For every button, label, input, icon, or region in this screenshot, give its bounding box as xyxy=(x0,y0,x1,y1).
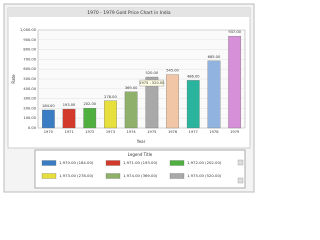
value-label: 937.00 xyxy=(228,30,241,34)
tooltip: 1975 : 520.00 xyxy=(139,81,165,85)
value-label: 545.00 xyxy=(166,69,179,73)
y-tick-label: 500.00 xyxy=(23,77,36,81)
legend-label: 1,971.00 (193.00) xyxy=(123,160,158,165)
legend-title: Legend Title xyxy=(128,152,153,157)
y-tick-label: 300.00 xyxy=(23,97,36,101)
x-axis-label: Year xyxy=(136,139,146,144)
legend-swatch xyxy=(105,160,121,166)
value-label: 685.00 xyxy=(208,55,221,59)
value-label: 278.00 xyxy=(104,95,117,99)
legend-swatch xyxy=(41,160,57,166)
bar xyxy=(186,80,200,129)
legend-swatch xyxy=(169,173,185,179)
value-label: 193.00 xyxy=(63,103,76,107)
bar xyxy=(145,76,159,129)
legend-box xyxy=(34,149,246,189)
y-axis-label: Rate xyxy=(11,74,16,84)
value-label: 184.00 xyxy=(42,104,55,108)
bar xyxy=(228,36,242,129)
bar xyxy=(207,60,221,129)
value-label: 486.00 xyxy=(187,74,200,78)
y-tick-label: 0.00 xyxy=(28,126,37,130)
title-bar xyxy=(8,8,250,17)
y-tick-label: 1,000.00 xyxy=(20,28,37,32)
bar xyxy=(83,108,97,129)
y-tick-label: 900.00 xyxy=(23,38,36,42)
legend-label: 1,973.00 (278.00) xyxy=(59,173,94,178)
x-tick-label: 1976 xyxy=(168,130,178,134)
y-tick-label: 100.00 xyxy=(23,116,36,120)
scroll-up[interactable] xyxy=(237,159,244,166)
legend-label: 1,972.00 (202.00) xyxy=(187,160,222,165)
x-tick-label: 1974 xyxy=(127,130,137,134)
x-tick-label: 1970 xyxy=(44,130,54,134)
y-tick-label: 800.00 xyxy=(23,48,36,52)
legend-swatch xyxy=(105,173,121,179)
x-tick-label: 1975 xyxy=(147,130,156,134)
legend-label: 1,975.00 (520.00) xyxy=(187,173,222,178)
bar xyxy=(104,100,117,129)
value-label: 369.00 xyxy=(125,86,138,90)
y-tick-label: 400.00 xyxy=(23,87,36,91)
x-tick-label: 1977 xyxy=(189,130,198,134)
chart: 1970 - 1979 Gold Price Chart in India Ra… xyxy=(3,3,255,193)
tooltip-box xyxy=(139,79,165,87)
x-tick-label: 1979 xyxy=(230,130,240,134)
legend-label: 1,974.00 (369.00) xyxy=(123,173,158,178)
value-label: 520.00 xyxy=(146,71,159,75)
bar xyxy=(166,74,179,129)
legend-label: 1,970.00 (184.00) xyxy=(59,160,94,165)
bar xyxy=(62,108,76,129)
value-label: 202.00 xyxy=(83,102,96,106)
scroll-down[interactable] xyxy=(237,177,244,184)
y-tick-label: 700.00 xyxy=(23,57,36,61)
x-tick-label: 1971 xyxy=(64,130,73,134)
legend-swatch xyxy=(41,173,57,179)
chart-title: 1970 - 1979 Gold Price Chart in India xyxy=(87,10,171,16)
x-tick-label: 1978 xyxy=(209,130,219,134)
y-tick-label: 600.00 xyxy=(23,67,36,71)
x-tick-label: 1973 xyxy=(106,130,115,134)
y-tick-label: 200.00 xyxy=(23,106,36,110)
bar xyxy=(124,91,138,129)
legend-swatch xyxy=(169,160,185,166)
x-tick-label: 1972 xyxy=(85,130,94,134)
bar xyxy=(41,109,55,129)
